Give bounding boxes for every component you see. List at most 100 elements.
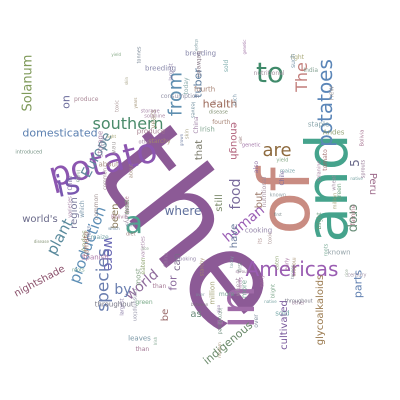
small-word: Bolivia <box>111 214 128 221</box>
small-word: genetic <box>241 142 261 149</box>
small-word: known <box>269 192 286 199</box>
word-domesticated: domesticated <box>22 126 98 140</box>
small-word: today <box>182 77 190 95</box>
small-word: today <box>229 256 235 268</box>
small-word: famine <box>350 204 358 226</box>
small-word: Andes <box>322 128 345 137</box>
small-word: which <box>108 226 120 231</box>
small-word: rice <box>141 245 149 251</box>
word-5: 5 <box>348 159 362 167</box>
small-word: throughout <box>284 298 313 305</box>
small-word: more <box>218 291 235 299</box>
small-word: blight <box>270 283 277 299</box>
small-word: known <box>327 248 351 257</box>
small-word: also <box>253 161 261 174</box>
small-word: sold <box>275 309 290 318</box>
small-word: most <box>124 199 131 215</box>
small-word: eaten <box>274 255 281 271</box>
small-word: sold <box>223 59 231 73</box>
small-word: common <box>92 194 100 221</box>
small-word: consumption <box>160 93 200 101</box>
small-word: early <box>259 274 266 287</box>
small-word: maize <box>90 233 109 241</box>
small-word: starchy <box>148 137 171 145</box>
small-word: over <box>252 314 260 328</box>
small-word: throughout <box>94 300 134 309</box>
word-be: be <box>160 308 171 322</box>
small-word: grown <box>179 133 185 146</box>
small-word: breeding <box>185 49 217 58</box>
word-as: as <box>190 309 202 320</box>
word-nightshade: nightshade <box>12 263 68 300</box>
word-a: a <box>124 206 144 241</box>
small-word: varieties <box>67 196 74 219</box>
small-word: China <box>192 115 200 134</box>
word-cultivated: cultivated <box>279 300 290 350</box>
word-by: by <box>114 282 132 298</box>
small-word: such <box>289 54 297 69</box>
small-word: diet <box>237 136 243 144</box>
word-Solanum: Solanum <box>20 54 36 112</box>
small-word: light <box>290 54 305 62</box>
small-word: such <box>232 93 239 106</box>
small-word: disease <box>208 109 228 116</box>
small-word: yield <box>276 157 289 164</box>
word-to: to <box>255 56 285 89</box>
word-where: where <box>164 204 202 218</box>
small-word: nutritional <box>253 70 285 77</box>
word-on: on <box>59 95 73 109</box>
small-word: first <box>237 262 244 272</box>
small-word: breeding <box>144 64 177 73</box>
small-word: most <box>134 268 143 286</box>
small-word: tomato <box>322 149 330 171</box>
small-word: staple <box>194 38 200 51</box>
small-word: roots <box>71 267 85 274</box>
small-word: century <box>347 272 367 279</box>
small-word: Irish <box>152 336 158 346</box>
small-word: about <box>128 163 135 178</box>
small-word: sprouts <box>235 269 251 275</box>
word-worlds: world's <box>22 214 58 225</box>
small-word: between <box>190 301 209 307</box>
small-word: cooking <box>244 226 273 235</box>
small-word: produce <box>136 127 166 136</box>
word-Americas: Americas <box>245 257 339 281</box>
small-word: sprouts <box>360 159 367 178</box>
small-word: produce <box>73 95 99 103</box>
small-word: Irish <box>199 125 215 134</box>
small-word: new <box>327 85 335 101</box>
small-word: fourth <box>193 85 216 94</box>
word-for: for <box>166 275 180 291</box>
small-word: Bolivia <box>359 129 366 147</box>
small-word: modern <box>217 342 223 358</box>
small-word: roots <box>323 243 329 257</box>
small-word: introduced <box>216 307 223 335</box>
small-word: than <box>152 283 167 291</box>
word-glycoalkaloids: glycoalkaloids <box>315 274 326 346</box>
small-word: blight <box>315 212 323 230</box>
small-word: million <box>208 281 217 305</box>
small-word: introduced <box>15 149 43 156</box>
small-word: China <box>163 252 170 268</box>
small-word: genetic <box>241 39 247 55</box>
small-word: India <box>303 66 319 74</box>
small-word: storage <box>96 130 105 158</box>
small-word: Chile <box>67 175 75 191</box>
small-word: yield <box>111 51 121 57</box>
small-word: Spanish <box>81 253 109 262</box>
small-word: than <box>135 346 150 354</box>
small-word: leaves <box>128 334 151 342</box>
word-Peru: Peru <box>367 172 378 196</box>
small-word: light <box>107 133 117 139</box>
small-word: disease <box>33 239 49 245</box>
word-still: still <box>214 194 225 212</box>
small-word: tonnes <box>136 46 143 64</box>
small-word: toxic <box>114 100 121 113</box>
small-word: native <box>350 175 363 181</box>
small-word: starchy <box>199 257 206 276</box>
small-word: cooking <box>176 256 197 263</box>
small-word: other <box>138 139 152 146</box>
small-word: common <box>102 168 109 190</box>
word-southern: southern <box>92 114 164 133</box>
